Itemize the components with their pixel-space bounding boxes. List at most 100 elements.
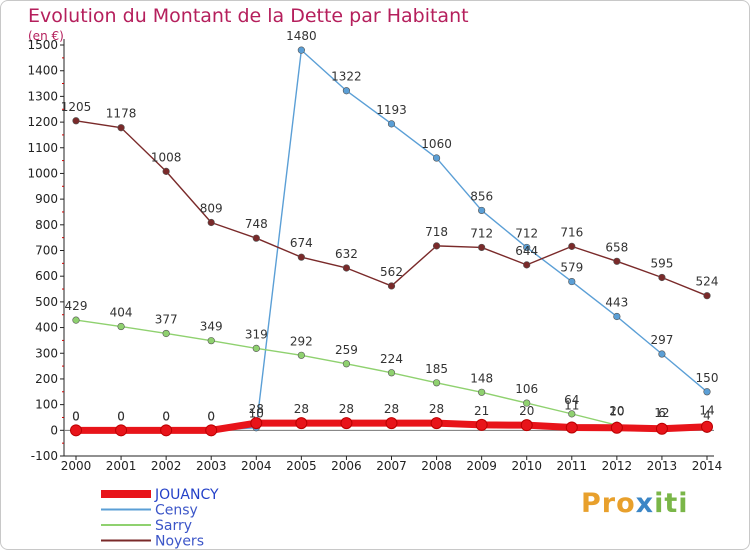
- y-tick-label: 0: [50, 423, 58, 437]
- data-point-sarry: [342, 360, 351, 368]
- legend-label-jouancy: JOUANCY: [154, 487, 219, 503]
- data-label-censy: 297: [650, 333, 673, 347]
- data-point-jouancy: [205, 424, 218, 437]
- data-point-sarry: [523, 399, 531, 407]
- x-tick-label: 2005: [286, 459, 317, 473]
- data-point-censy: [613, 312, 621, 321]
- data-label-censy: 856: [470, 189, 493, 203]
- data-label-sarry: 20: [609, 404, 624, 418]
- x-tick-label: 2011: [557, 459, 588, 473]
- data-label-noyers: 1205: [61, 100, 92, 114]
- data-point-jouancy: [475, 418, 488, 431]
- x-tick-label: 2002: [151, 459, 182, 473]
- data-label-censy: 443: [605, 296, 628, 310]
- x-tick-label: 2006: [331, 459, 362, 473]
- data-label-censy: 0: [117, 409, 125, 423]
- data-label-censy: 1193: [376, 103, 407, 117]
- y-tick-label: 1200: [27, 115, 58, 129]
- y-tick-label: 900: [35, 192, 58, 206]
- data-point-jouancy: [250, 417, 263, 430]
- data-label-jouancy: 0: [72, 409, 80, 423]
- data-point-noyers: [297, 253, 305, 261]
- data-label-extra: 10: [609, 405, 624, 419]
- data-label-noyers: 748: [245, 217, 268, 231]
- data-label-sarry: 349: [200, 320, 223, 334]
- data-label-noyers: 1008: [151, 150, 182, 164]
- proxiti-logo: Proxiti: [581, 488, 689, 519]
- data-point-jouancy: [70, 424, 82, 437]
- x-tick-label: 2010: [511, 459, 542, 473]
- data-label-jouancy: 28: [249, 402, 264, 416]
- x-tick-label: 2012: [602, 459, 633, 473]
- x-tick-label: 2014: [692, 459, 723, 473]
- data-point-jouancy: [340, 417, 353, 430]
- data-point-sarry: [297, 351, 305, 359]
- y-tick-label: 800: [35, 218, 58, 232]
- data-point-sarry: [432, 379, 441, 387]
- data-point-sarry: [568, 410, 576, 418]
- data-point-jouancy: [430, 417, 443, 430]
- data-label-jouancy: 28: [429, 402, 444, 416]
- data-label-sarry: 224: [380, 352, 403, 366]
- data-label-extra: 11: [564, 398, 579, 412]
- data-point-censy: [568, 277, 576, 286]
- data-point-sarry: [207, 337, 215, 345]
- data-point-sarry: [478, 388, 486, 396]
- data-label-censy: 1322: [331, 70, 362, 84]
- y-tick-label: 400: [35, 321, 58, 335]
- y-tick-label: 600: [35, 269, 58, 283]
- data-point-noyers: [658, 273, 666, 282]
- data-point-jouancy: [115, 424, 128, 437]
- data-point-censy: [432, 154, 441, 162]
- data-label-jouancy: 28: [294, 402, 309, 416]
- data-label-jouancy: 20: [519, 404, 534, 418]
- data-label-censy: 150: [696, 371, 719, 385]
- x-tick-label: 2000: [61, 459, 92, 473]
- data-label-jouancy: 28: [339, 402, 354, 416]
- x-tick-label: 2009: [466, 459, 497, 473]
- data-point-sarry: [162, 329, 170, 338]
- data-label-jouancy: 0: [207, 409, 215, 423]
- data-label-noyers: 674: [290, 236, 313, 250]
- data-label-censy: 1480: [286, 29, 317, 43]
- y-tick-label: 1400: [27, 64, 58, 78]
- data-label-jouancy: 0: [117, 409, 125, 423]
- data-label-noyers: 595: [650, 256, 673, 270]
- data-label-sarry: 377: [155, 312, 178, 326]
- data-label-censy: 0: [207, 409, 215, 423]
- x-tick-label: 2004: [241, 459, 272, 473]
- data-label-jouancy: 28: [384, 402, 399, 416]
- y-tick-label: 1100: [27, 141, 58, 155]
- y-tick-label: -100: [31, 449, 58, 463]
- data-point-jouancy: [655, 422, 668, 435]
- data-point-noyers: [432, 242, 441, 250]
- x-tick-label: 2003: [196, 459, 227, 473]
- data-point-censy: [523, 243, 531, 252]
- data-label-censy: 10: [249, 407, 264, 421]
- data-label-noyers: 644: [515, 244, 538, 258]
- data-label-censy: 0: [162, 409, 170, 423]
- legend-label-censy: Censy: [155, 503, 198, 519]
- y-tick-label: 500: [35, 295, 58, 309]
- data-label-noyers: 658: [605, 240, 628, 254]
- data-point-sarry: [252, 344, 260, 352]
- data-label-censy: 1060: [421, 137, 452, 151]
- data-label-sarry: 319: [245, 327, 268, 341]
- data-point-censy: [478, 206, 486, 215]
- data-label-noyers: 809: [200, 202, 223, 216]
- y-tick-label: 1000: [27, 166, 58, 180]
- x-tick-label: 2007: [376, 459, 407, 473]
- data-point-censy: [658, 350, 666, 358]
- data-point-censy: [387, 120, 396, 128]
- data-point-sarry: [387, 369, 396, 377]
- data-label-sarry: 404: [110, 306, 133, 320]
- data-label-noyers: 524: [696, 275, 719, 289]
- y-tick-label: 300: [35, 346, 58, 360]
- data-point-noyers: [342, 264, 351, 272]
- data-point-censy: [297, 46, 305, 54]
- data-label-extra: 6: [658, 406, 666, 420]
- data-label-censy: 0: [72, 409, 80, 423]
- data-point-jouancy: [610, 421, 623, 434]
- data-point-noyers: [162, 167, 170, 175]
